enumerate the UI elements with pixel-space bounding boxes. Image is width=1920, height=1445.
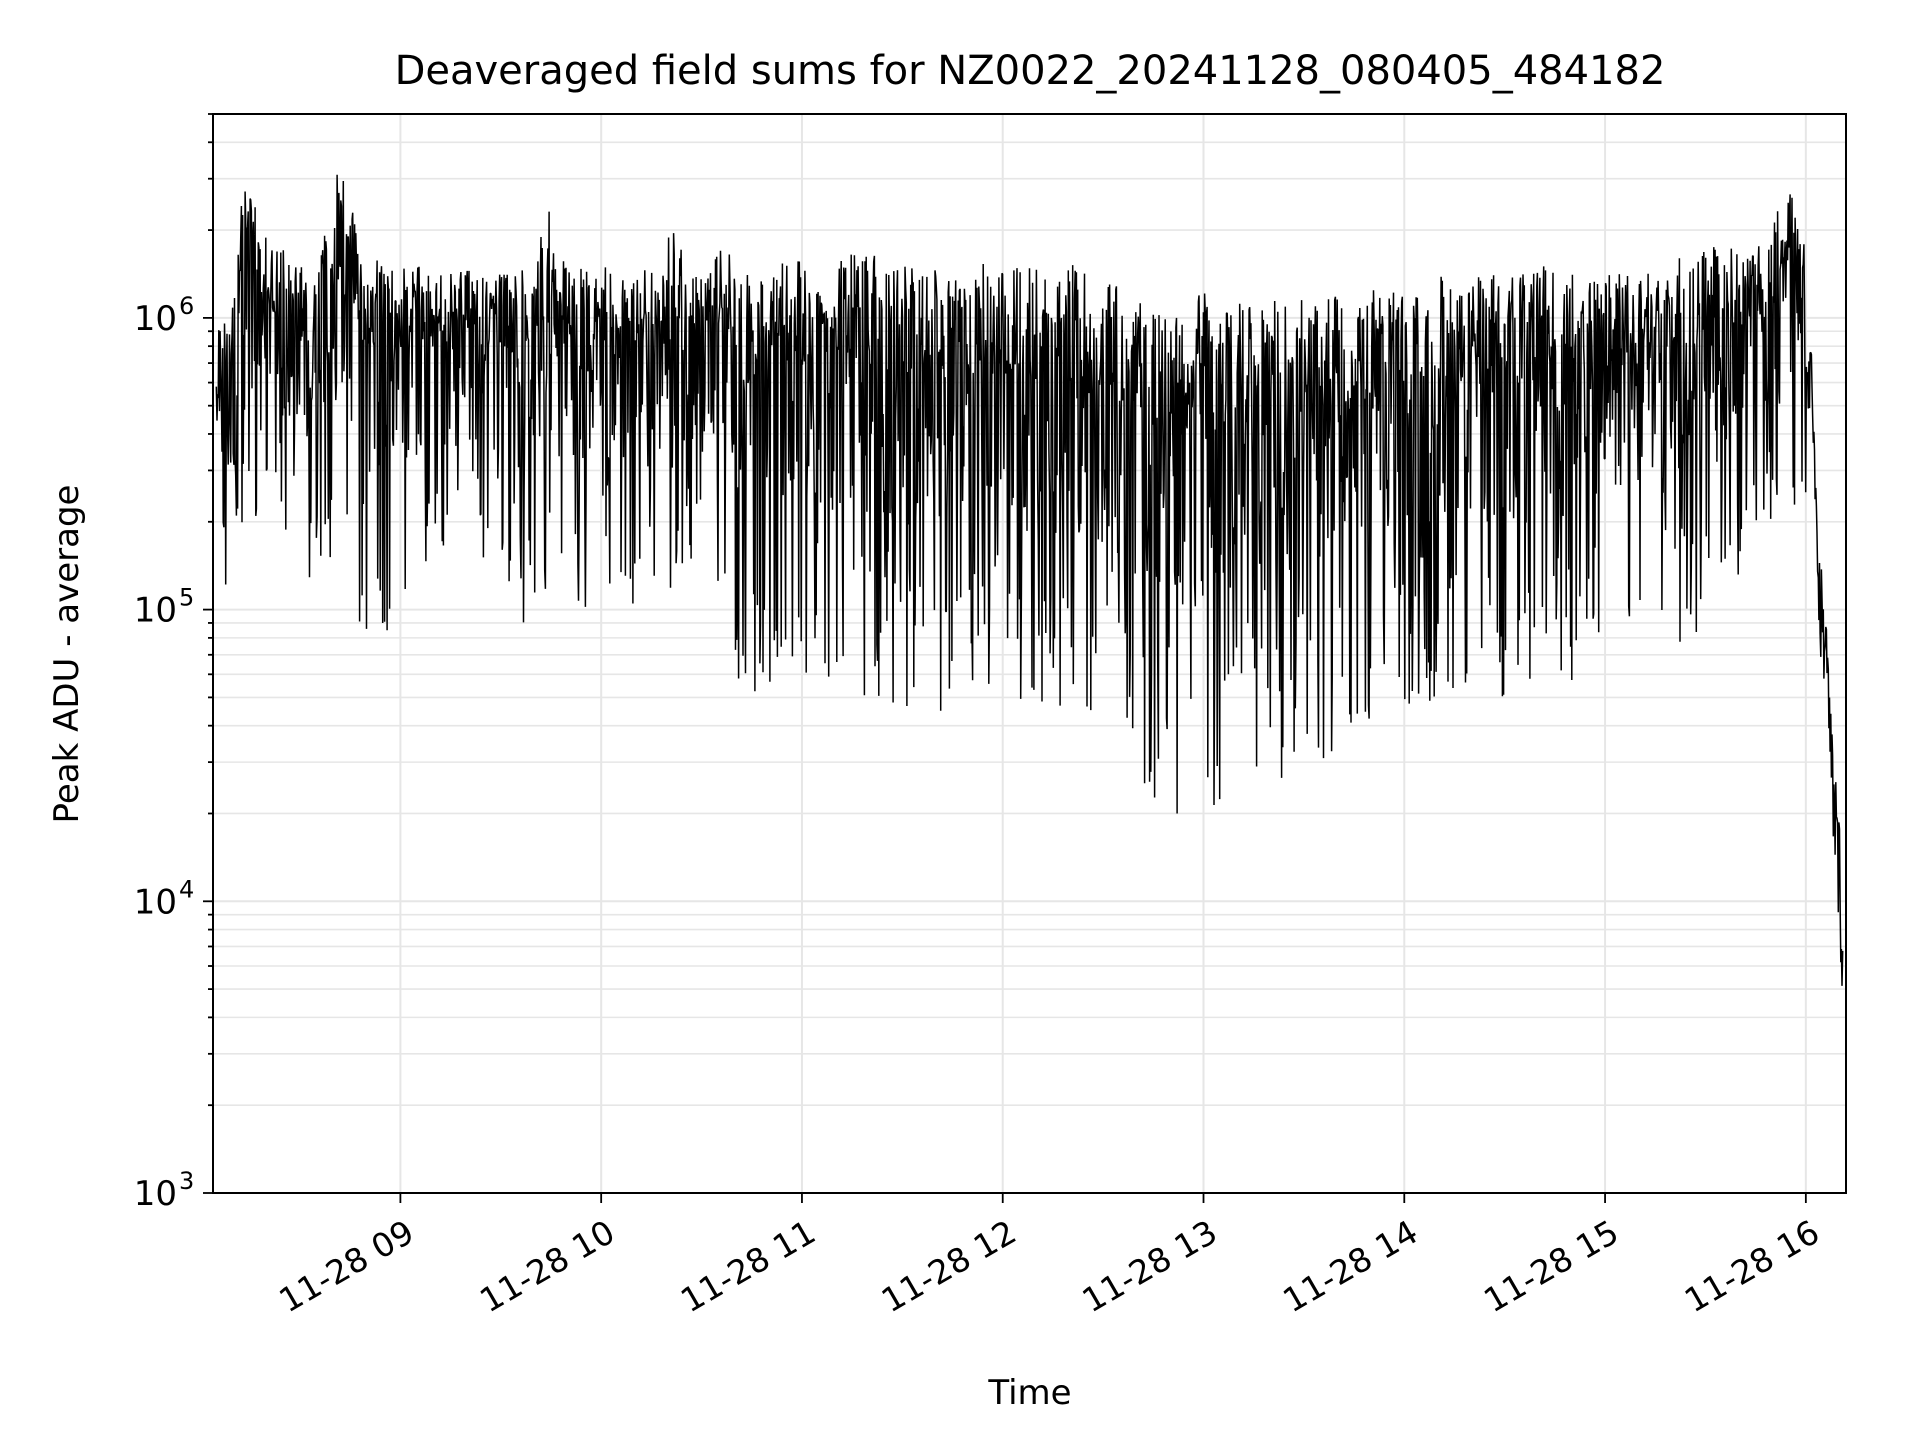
grid [213, 113, 1846, 1194]
y-tick-exponent: 3 [179, 1167, 194, 1195]
y-tick-label: 10 [134, 299, 177, 339]
y-tick-label: 10 [134, 591, 177, 631]
chart-title: Deaveraged field sums for NZ0022_2024112… [395, 48, 1666, 94]
y-axis-label: Peak ADU - average [47, 485, 87, 824]
series-line [215, 174, 1844, 986]
y-tick-exponent: 4 [179, 875, 194, 903]
y-tick-label: 10 [134, 882, 177, 922]
y-tick-exponent: 5 [179, 584, 194, 612]
y-tick-label: 10 [134, 1174, 177, 1214]
x-axis-label: Time [987, 1373, 1071, 1413]
y-tick-exponent: 6 [179, 292, 194, 320]
axes-frame [212, 113, 1847, 1194]
